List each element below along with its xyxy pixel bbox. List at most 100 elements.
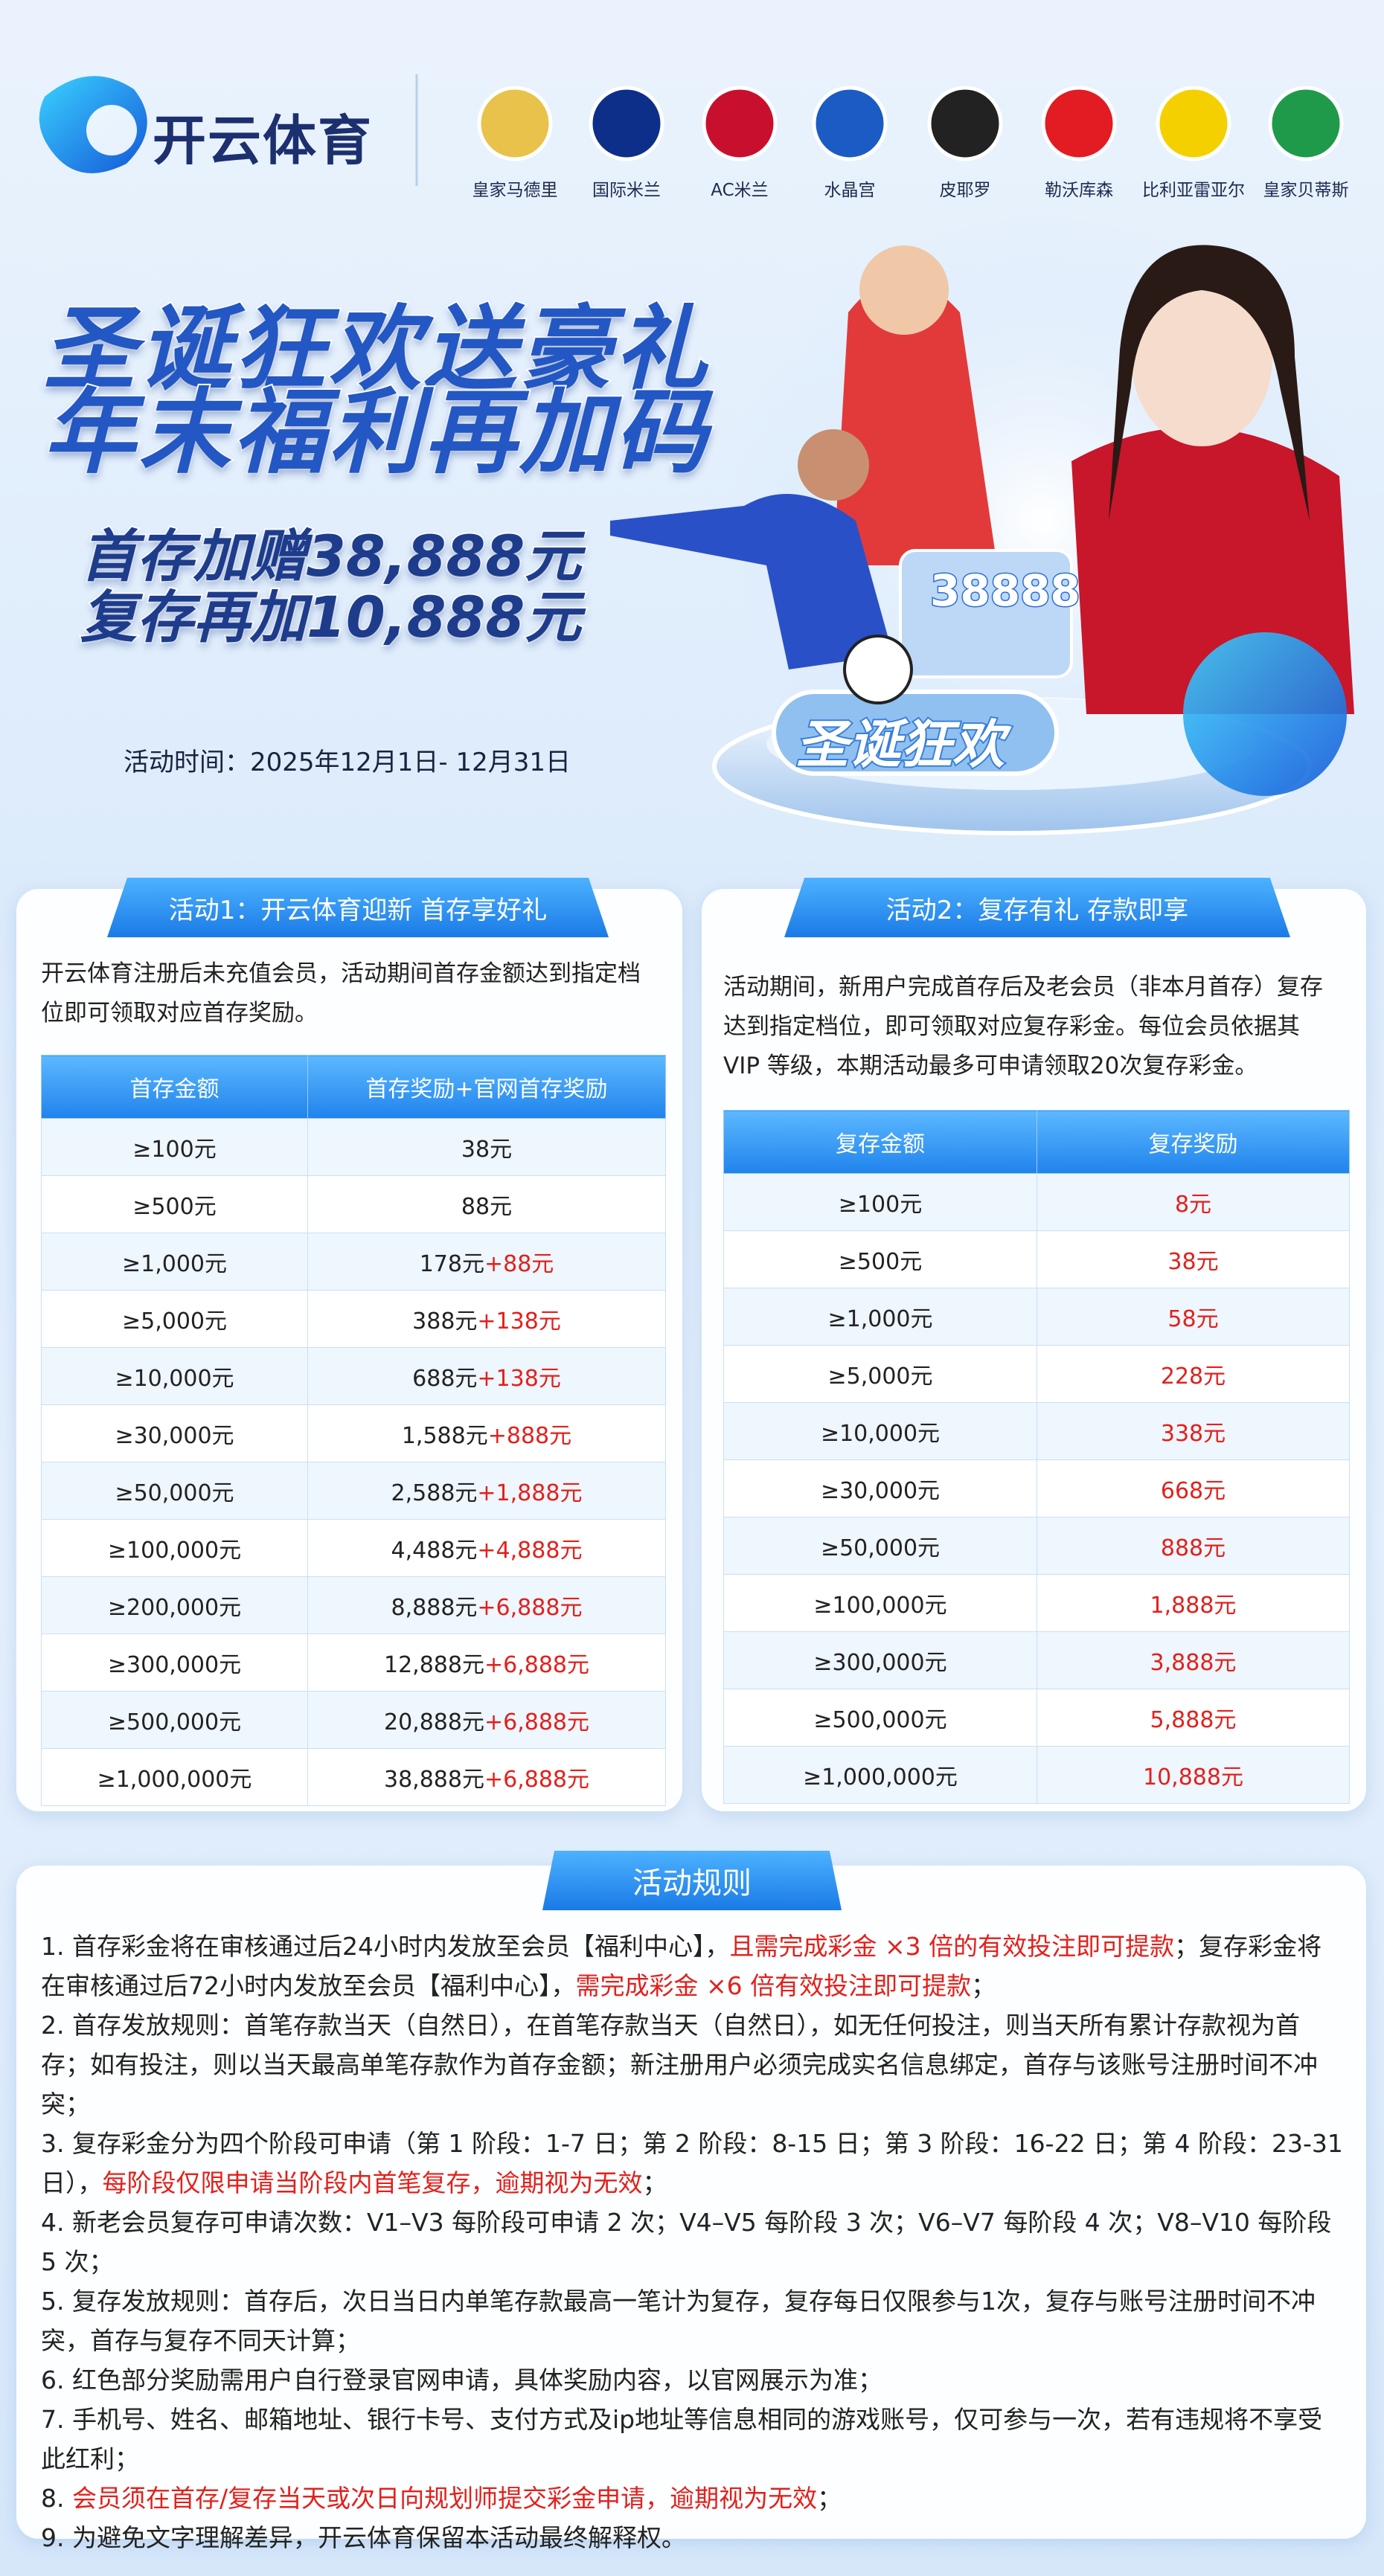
bonus-cell: 38,888元+6,888元 [307, 1748, 666, 1806]
bonus: 178元 [419, 1251, 484, 1277]
table-row: ≥1,000,000元 10,888元 [723, 1746, 1350, 1804]
deposit-amount: ≥200,000元 [41, 1576, 308, 1634]
bonus: 1,588元 [401, 1423, 488, 1449]
badge-amount: 38888 [929, 565, 1082, 617]
reward: 668元 [1037, 1459, 1350, 1517]
reward: 338元 [1037, 1402, 1350, 1460]
table-header: 首存金额 首存奖励+官网首存奖励 [41, 1055, 666, 1119]
table-row: ≥100,000元 1,888元 [723, 1574, 1350, 1632]
deposit-amount: ≥500元 [723, 1230, 1037, 1288]
table-row: ≥5,000元 228元 [723, 1345, 1350, 1403]
rule-item: 6. 红色部分奖励需用户自行登录官网申请，具体奖励内容，以官网展示为准； [41, 2360, 1343, 2400]
deposit-amount: ≥1,000元 [41, 1233, 308, 1291]
deposit-amount: ≥5,000元 [41, 1290, 308, 1348]
extra-bonus: +138元 [477, 1308, 561, 1334]
bonus: 38,888元 [383, 1767, 484, 1793]
reward: 38元 [1037, 1230, 1350, 1288]
rule-text: 3. 复存彩金分为四个阶段可申请（第 1 阶段：1-7 日；第 2 阶段：8-1… [41, 2129, 1343, 2197]
club-name: 皇家贝蒂斯 [1263, 181, 1349, 200]
club-name: 勒沃库森 [1045, 181, 1113, 200]
club-name: 比利亚雷亚尔 [1142, 181, 1245, 200]
3d-logo [1183, 632, 1347, 796]
table-row: ≥30,000元 1,588元+888元 [41, 1404, 666, 1462]
table-row: ≥50,000元 888元 [723, 1517, 1350, 1575]
bonus: 38元 [461, 1137, 513, 1163]
table-row: ≥100元 8元 [723, 1173, 1350, 1231]
hero-title: 圣诞狂欢送豪礼 [42, 296, 711, 403]
rule-text: 9. 为避免文字理解差异，开云体育保留本活动最终解释权。 [41, 2523, 686, 2552]
deposit-amount: ≥100,000元 [723, 1574, 1037, 1632]
player-head [859, 245, 949, 335]
extra-bonus: +4,888元 [477, 1538, 583, 1564]
table-row: ≥200,000元 8,888元+6,888元 [41, 1576, 666, 1634]
stage-text: 圣诞狂欢 [795, 713, 1006, 777]
rule-text: ； [642, 2168, 667, 2197]
extra-bonus: +88元 [484, 1251, 554, 1277]
reward-table: 首存金额 首存奖励+官网首存奖励 ≥100元 38元 ≥500元 88元 ≥1,000元 17… [41, 1055, 666, 1806]
extra-bonus: +6,888元 [484, 1709, 589, 1735]
deposit-amount: ≥1,000,000元 [41, 1748, 308, 1806]
bonus: 688元 [412, 1366, 478, 1392]
stage-sign [772, 690, 1059, 776]
club-name: 皇家马德里 [472, 181, 558, 200]
bonus-cell: 688元+138元 [307, 1347, 666, 1405]
deposit-amount: ≥100元 [723, 1173, 1037, 1231]
reward: 10,888元 [1037, 1746, 1350, 1804]
rule-text: 7. 手机号、姓名、邮箱地址、银行卡号、支付方式及ip地址等信息相同的游戏账号，… [41, 2405, 1323, 2473]
bonus-cell: 178元+88元 [307, 1233, 666, 1291]
table-row: ≥5,000元 388元+138元 [41, 1290, 666, 1348]
deposit-amount: ≥1,000,000元 [723, 1746, 1037, 1804]
deposit-amount: ≥500,000元 [41, 1691, 308, 1749]
section-tab: 活动2：复存有礼 存款即享 [784, 878, 1290, 937]
rule-text: 6. 红色部分奖励需用户自行登录官网申请，具体奖励内容，以官网展示为准； [41, 2365, 882, 2394]
rule-text: 且需完成彩金 ×3 倍的有效投注即可提款 [729, 1932, 1175, 1961]
decoration [39, 74, 1354, 835]
table-row: ≥50,000元 2,588元+1,888元 [41, 1462, 666, 1520]
table-row: ≥500元 88元 [41, 1175, 666, 1233]
bonus-cell: 88元 [307, 1175, 666, 1233]
deposit-amount: ≥300,000元 [41, 1634, 308, 1692]
table-header: 复存金额 复存奖励 [723, 1110, 1350, 1174]
bonus: 8,888元 [391, 1595, 478, 1621]
extra-bonus: +138元 [477, 1366, 561, 1392]
club-badge [1041, 86, 1117, 161]
intro: 开云体育注册后未充值会员，活动期间首存金额达到指定档位即可领取对应首存奖励。 [41, 960, 641, 1027]
rule-text: 需完成彩金 ×6 倍有效投注即可提款 [575, 1971, 972, 2000]
bonus-cell: 38元 [307, 1118, 666, 1176]
rule-text: ； [817, 2484, 842, 2513]
bonus-cell: 4,488元+4,888元 [307, 1519, 666, 1577]
club-badge [589, 86, 664, 161]
table-row: ≥500,000元 20,888元+6,888元 [41, 1691, 666, 1749]
table-row: ≥1,000元 178元+88元 [41, 1233, 666, 1291]
deposit-amount: ≥50,000元 [41, 1462, 308, 1520]
club-badge [1268, 86, 1344, 161]
deposit-amount: ≥500,000元 [723, 1689, 1037, 1747]
column-header: 首存金额 [41, 1055, 308, 1119]
deposit-amount: ≥10,000元 [723, 1402, 1037, 1460]
brand-name: 开云体育 [153, 109, 374, 172]
bonus-cell: 12,888元+6,888元 [307, 1634, 666, 1692]
table-row: ≥10,000元 688元+138元 [41, 1347, 666, 1405]
bonus: 20,888元 [383, 1709, 484, 1735]
reward: 5,888元 [1037, 1689, 1350, 1747]
bonus: 12,888元 [383, 1652, 484, 1678]
deposit-amount: ≥30,000元 [41, 1404, 308, 1462]
rule-text: 会员须在首存/复存当天或次日向规划师提交彩金申请，逾期视为无效 [71, 2484, 818, 2513]
bonus-cell: 388元+138元 [307, 1290, 666, 1348]
bonus: 2,588元 [391, 1480, 478, 1506]
table-row: ≥100元 38元 [41, 1118, 666, 1176]
deposit-amount: ≥500元 [41, 1175, 308, 1233]
coin-stack [899, 549, 1073, 678]
column-header: 复存奖励 [1037, 1110, 1350, 1174]
rule-text: 1. 首存彩金将在审核通过后24小时内发放至会员【福利中心】， [41, 1932, 730, 1961]
section-tab: 活动规则 [542, 1851, 842, 1910]
rule-text: 4. 新老会员复存可申请次数：V1–V3 每阶段可申请 2 次；V4–V5 每阶… [41, 2208, 1332, 2276]
deposit-amount: ≥50,000元 [723, 1517, 1037, 1575]
rule-text: 8. [41, 2484, 72, 2513]
club-badge [1156, 86, 1231, 161]
rule-text: 每阶段仅限申请当阶段内首笔复存，逾期视为无效 [102, 2168, 643, 2197]
extra-bonus: +1,888元 [477, 1480, 583, 1506]
reward: 3,888元 [1037, 1631, 1350, 1689]
deposit-amount: ≥10,000元 [41, 1347, 308, 1405]
reward: 8元 [1037, 1173, 1350, 1231]
